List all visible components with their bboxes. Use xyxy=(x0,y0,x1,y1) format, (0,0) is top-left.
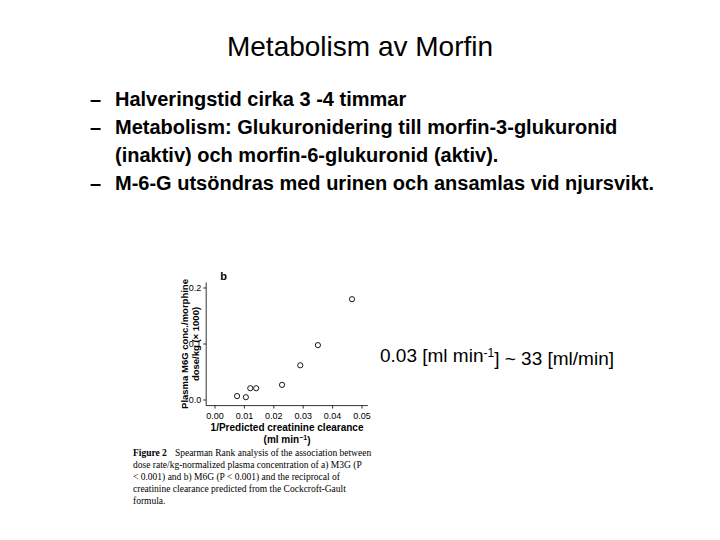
point xyxy=(279,382,284,387)
slide-title: Metabolism av Morfin xyxy=(227,31,493,62)
bullet-mark: – xyxy=(90,116,101,138)
x-tick-label: 0.01 xyxy=(236,411,254,421)
x-tick-label: 0.05 xyxy=(353,411,371,421)
x-tick xyxy=(362,406,363,409)
point xyxy=(243,395,248,400)
point xyxy=(234,393,239,398)
point xyxy=(248,386,253,391)
slide: Metabolism av Morfin–Halveringstid cirka… xyxy=(0,0,720,540)
x-tick xyxy=(273,406,274,409)
x-tick-label: 0.04 xyxy=(324,411,342,421)
bullet-text: Halveringstid cirka 3 -4 timmar xyxy=(115,88,406,110)
caption-line: formula. xyxy=(133,496,165,506)
superscript: -1 xyxy=(483,346,494,360)
x-axis-label: 1/Predicted creatinine clearance xyxy=(211,422,364,433)
point xyxy=(298,363,303,368)
caption-text: Spearman Rank analysis of the associatio… xyxy=(175,448,372,458)
x-tick xyxy=(215,406,216,409)
bullet-mark: – xyxy=(90,88,101,110)
x-tick xyxy=(332,406,333,409)
caption-line: < 0.001) and b) M6G (P < 0.001) and the … xyxy=(133,472,341,483)
bullet-text: (inaktiv) och morfin-6-glukuronid (aktiv… xyxy=(115,144,498,166)
point xyxy=(315,343,320,348)
y-axis-label: Plasma M6G conc./morphine xyxy=(179,279,190,409)
y-tick-label: 0.0 xyxy=(189,395,202,405)
point xyxy=(254,386,259,391)
points xyxy=(234,297,354,400)
y-tick xyxy=(203,344,206,345)
bullet-mark: – xyxy=(90,172,101,194)
text-part: ) xyxy=(307,435,310,446)
text-part: 0.03 [ml min xyxy=(380,345,483,366)
x-tick xyxy=(303,406,304,409)
y-tick-label: 0.2 xyxy=(189,283,202,293)
superscript: −1 xyxy=(299,434,307,441)
text-part: ] ~ 33 [ml/min] xyxy=(494,348,614,369)
y-tick xyxy=(203,288,206,289)
x-tick xyxy=(244,406,245,409)
y-tick xyxy=(203,400,206,401)
bullet-text: Metabolism: Glukuronidering till morfin-… xyxy=(115,116,617,138)
panel-letter: b xyxy=(220,270,227,282)
caption-line: dose rate/kg-normalized plasma concentra… xyxy=(133,460,362,471)
y-axis-label: dose/kg (× 1000) xyxy=(190,307,201,381)
annotation: 0.03 [ml min-1] ~ 33 [ml/min] xyxy=(380,345,614,369)
x-tick-label: 0.02 xyxy=(265,411,283,421)
caption-line: Figure 2 Spearman Rank analysis of the as… xyxy=(133,448,371,458)
text-part: (ml min xyxy=(264,434,300,445)
bullet-text: M-6-G utsöndras med urinen och ansamlas … xyxy=(115,172,654,194)
caption-line: creatinine clearance predicted from the … xyxy=(133,484,346,494)
point xyxy=(349,297,354,302)
x-tick-label: 0.00 xyxy=(206,411,224,421)
x-axis-label: (ml min−1) xyxy=(264,434,311,446)
chart: 0.000.010.020.030.040.050.00.10.2b1/Pred… xyxy=(179,270,371,445)
x-axis xyxy=(206,405,368,406)
x-tick-label: 0.03 xyxy=(294,411,312,421)
caption-label: Figure 2 xyxy=(133,448,167,458)
